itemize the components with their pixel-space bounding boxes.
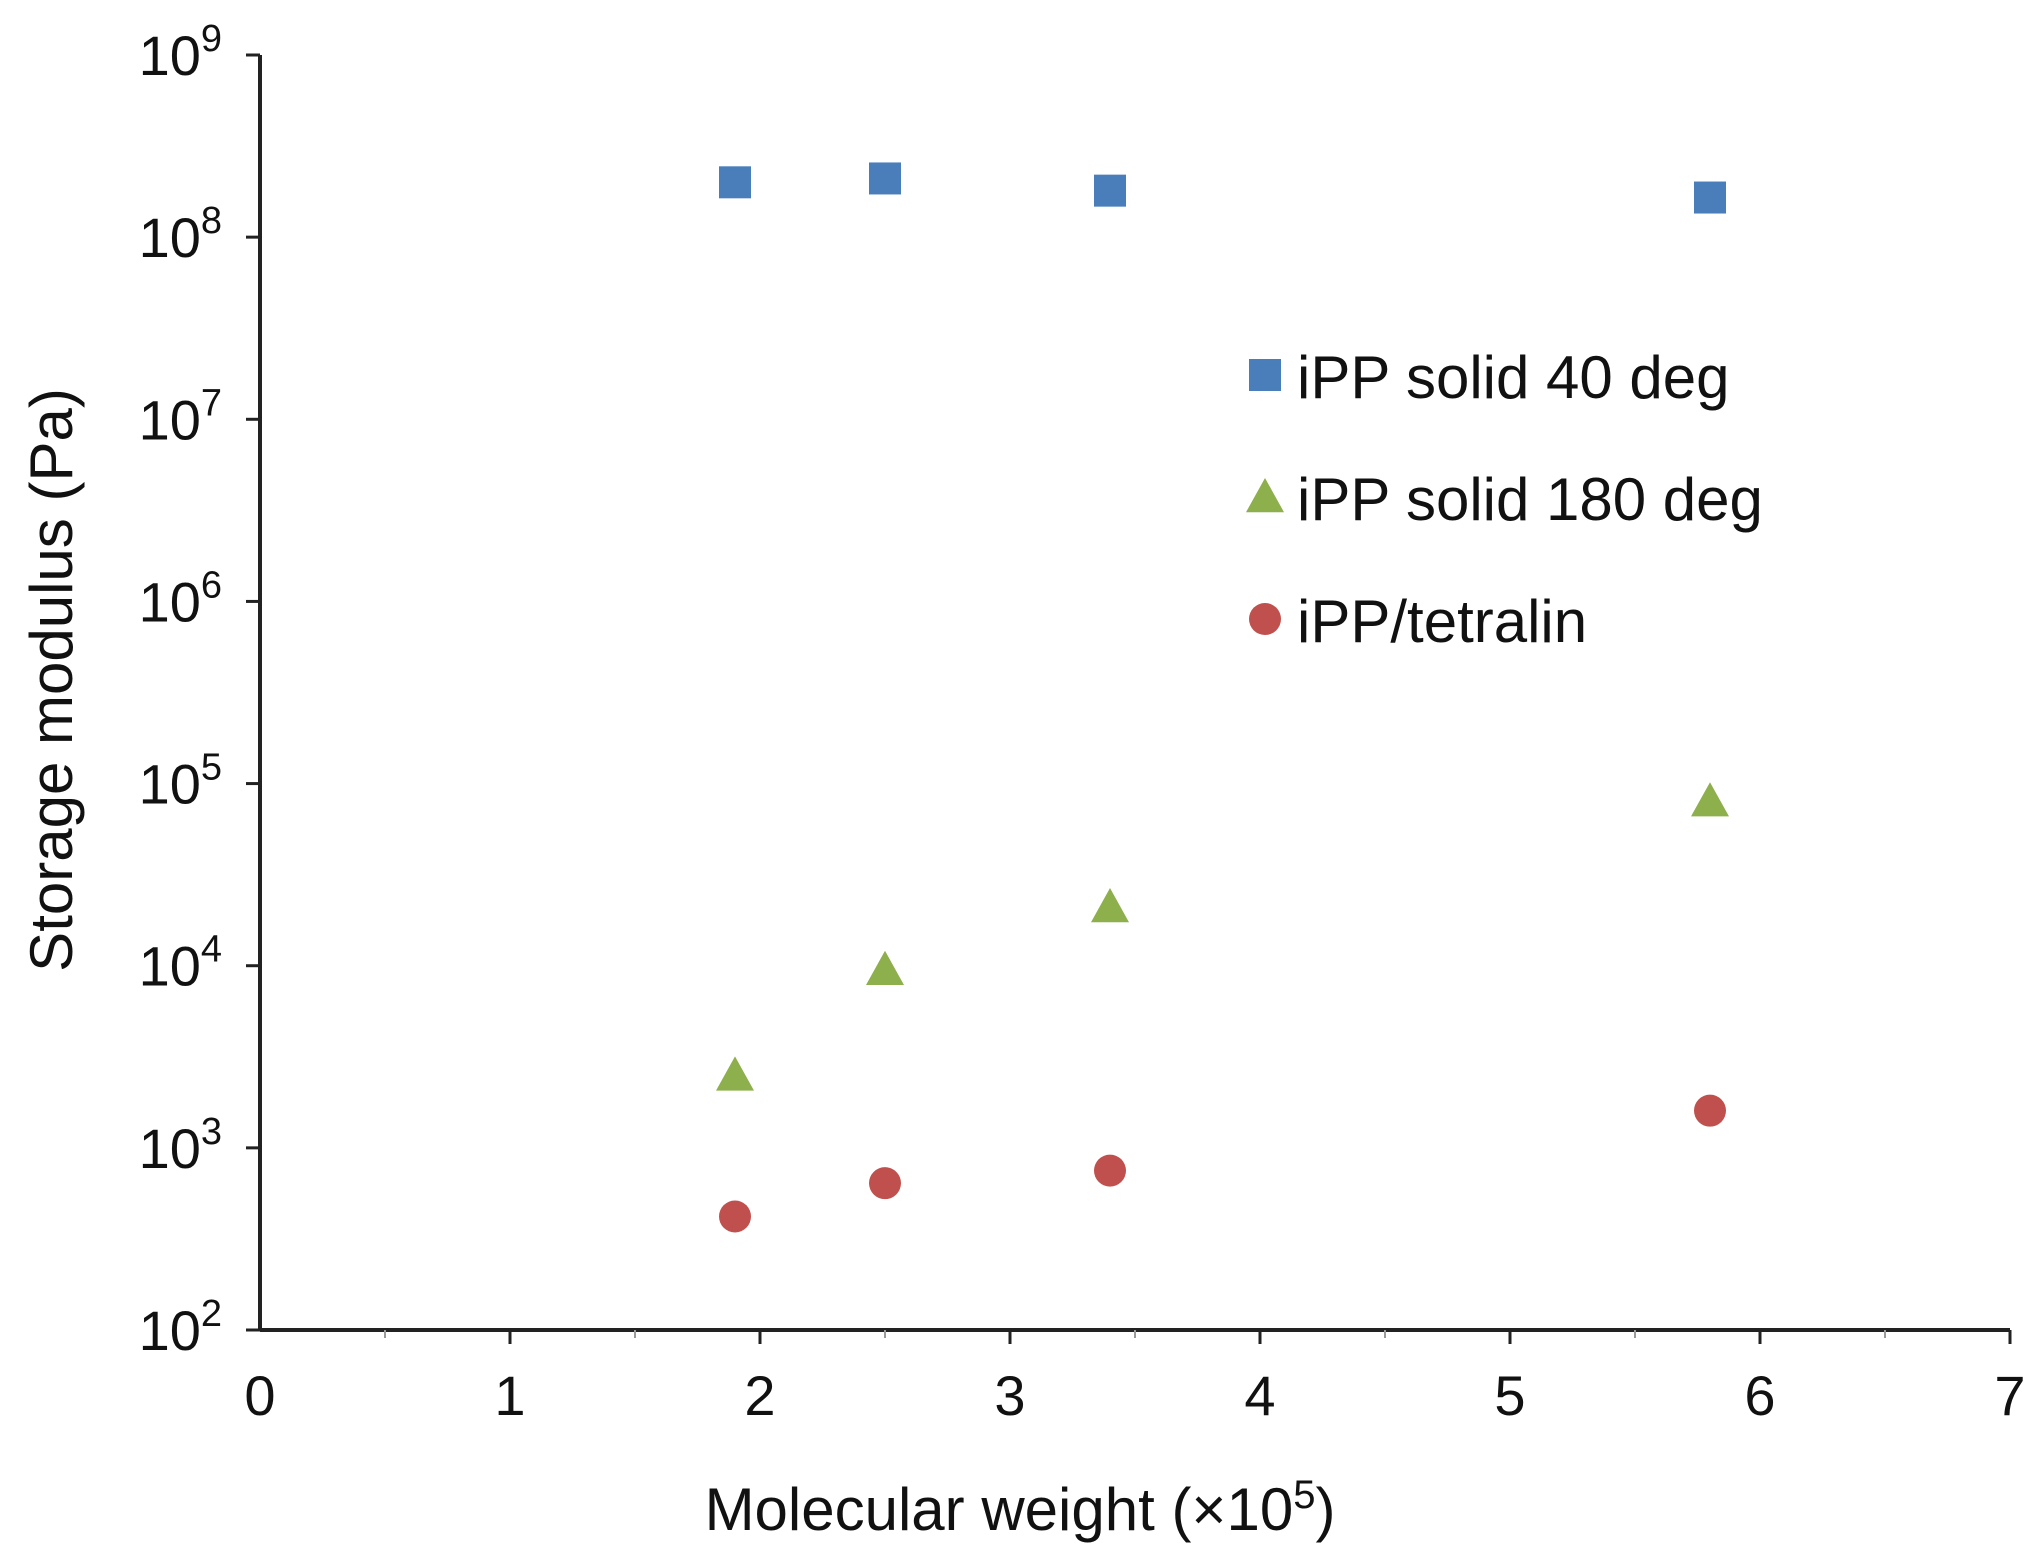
y-tick-label: 104	[139, 929, 222, 998]
y-tick-label: 109	[139, 18, 222, 87]
x-tick-label: 0	[244, 1364, 275, 1427]
y-tick-label: 107	[139, 382, 222, 451]
x-axis-title-main: Molecular weight (×10	[705, 1476, 1294, 1543]
data-points	[716, 162, 1729, 1233]
legend-label: iPP solid 180 deg	[1297, 466, 1763, 533]
legend-marker-square	[1249, 359, 1281, 391]
y-tick-label: 102	[139, 1293, 222, 1362]
data-point-circle	[869, 1167, 901, 1200]
x-tick-label: 6	[1744, 1364, 1775, 1427]
y-tick-label: 108	[139, 200, 222, 269]
data-point-circle	[719, 1200, 751, 1233]
legend-label: iPP/tetralin	[1297, 588, 1587, 655]
y-tick-label: 105	[139, 747, 222, 816]
x-tick-label: 1	[494, 1364, 525, 1427]
y-axis-ticks: 102 103 104 105 106 107 108 109	[139, 18, 260, 1362]
x-tick-label: 2	[744, 1364, 775, 1427]
data-point-triangle	[716, 1056, 754, 1091]
legend-marker-circle	[1249, 603, 1281, 635]
x-tick-label: 7	[1994, 1364, 2025, 1427]
x-axis-title-suffix: )	[1315, 1476, 1335, 1543]
x-axis-title-exponent: 5	[1293, 1473, 1315, 1517]
plot-frame	[258, 55, 2010, 1332]
x-tick-label: 5	[1494, 1364, 1525, 1427]
data-point-triangle	[866, 950, 904, 985]
data-point-triangle	[1691, 782, 1729, 817]
x-tick-label: 3	[994, 1364, 1025, 1427]
y-tick-label: 103	[139, 1111, 222, 1180]
data-point-square	[869, 162, 901, 195]
x-axis-ticks: 0 1 2 3 4 5 6 7	[244, 1330, 2026, 1427]
data-point-circle	[1694, 1094, 1726, 1127]
legend-marker-triangle	[1246, 478, 1284, 513]
y-axis-title: Storage modulus (Pa)	[18, 388, 85, 972]
data-point-triangle	[1091, 888, 1129, 923]
legend: iPP solid 40 deg iPP solid 180 deg iPP/tet…	[1246, 344, 1763, 655]
data-point-square	[1094, 174, 1126, 207]
y-tick-label: 106	[139, 564, 222, 633]
legend-label: iPP solid 40 deg	[1297, 344, 1730, 411]
x-axis-title: Molecular weight (×105)	[705, 1473, 1336, 1543]
x-tick-label: 4	[1244, 1364, 1275, 1427]
data-point-square	[719, 166, 751, 199]
data-point-circle	[1094, 1154, 1126, 1187]
data-point-square	[1694, 181, 1726, 214]
